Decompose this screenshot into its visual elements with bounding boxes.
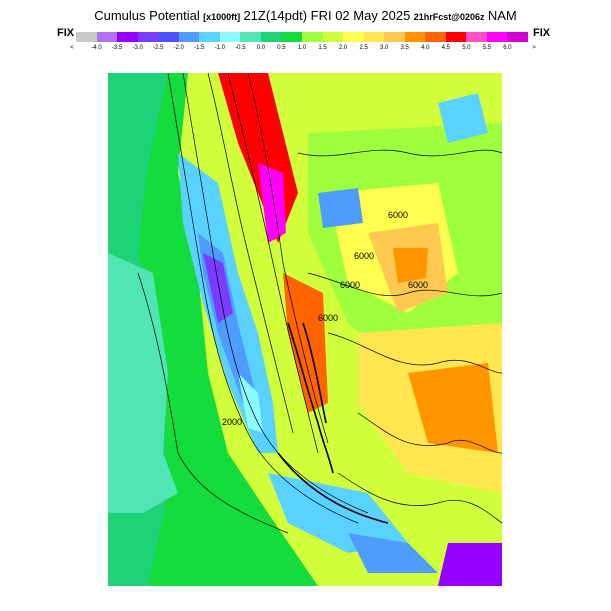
scale-swatch xyxy=(158,32,179,42)
contour-label: 6000 xyxy=(408,280,428,290)
contour-label: 6000 xyxy=(354,251,374,261)
northeast-cool-region xyxy=(318,188,363,228)
land-hot-region xyxy=(393,248,428,283)
scale-tick-label: -3.0 xyxy=(132,45,143,51)
scale-tick-label: 4.5 xyxy=(441,45,450,51)
scale-tick-label: 6.0 xyxy=(503,45,512,51)
contour-label: 6000 xyxy=(340,280,360,290)
scale-tick-label: -4.0 xyxy=(91,45,102,51)
contour-lines xyxy=(137,73,502,534)
chart-title: Cumulus Potential [x1000ft] 21Z(14pdt) F… xyxy=(0,8,611,23)
scale-swatch xyxy=(260,32,282,42)
scale-tick-label: 1.0 xyxy=(297,45,307,51)
scale-swatch xyxy=(466,32,487,42)
scale-tick-label: -3.5 xyxy=(111,45,123,51)
scale-swatch xyxy=(322,32,344,42)
scale-tick-label: -2.0 xyxy=(173,45,184,51)
southeast-cold-region xyxy=(438,543,502,586)
scale-swatch xyxy=(199,32,220,42)
scale-swatch xyxy=(137,32,159,42)
scale-tick-greater: > xyxy=(532,45,536,51)
land-desert-hot-region xyxy=(408,363,498,453)
scale-swatch xyxy=(96,32,118,42)
scale-tick-label: 0.5 xyxy=(277,45,286,51)
forecast-map: 6000 6000 6000 6000 6000 2000 xyxy=(108,73,502,586)
fix-label-right: FIX xyxy=(533,27,551,39)
title-model: NAM xyxy=(487,8,517,23)
south-coast-region xyxy=(268,473,408,553)
scale-tick-label: 5.5 xyxy=(482,45,492,51)
scale-tick-label: 4.0 xyxy=(421,45,430,51)
south-coast-cold-region xyxy=(348,533,438,573)
color-scale-ticks: < -4.0 -3.5 -3.0 -2.5 -2.0 -1.5 -1.0 -0.5 0.0 0.5 1… xyxy=(70,45,536,55)
scale-tick-label: 1.5 xyxy=(318,45,327,51)
scale-swatch xyxy=(404,32,426,42)
color-scale-legend xyxy=(76,32,529,42)
scale-tick-label: 2.0 xyxy=(338,45,348,51)
map-svg: 6000 6000 6000 6000 6000 2000 xyxy=(108,73,502,586)
title-main: Cumulus Potential xyxy=(94,8,200,23)
scale-tick-label: -0.5 xyxy=(235,45,246,51)
scale-swatch xyxy=(240,32,261,42)
scale-swatch xyxy=(281,32,303,42)
ridge-magenta-region xyxy=(258,163,286,243)
scale-tick-label: 2.5 xyxy=(359,45,368,51)
scale-tick-label: 0.0 xyxy=(256,45,266,51)
scale-swatch xyxy=(425,32,446,42)
bold-contour-lines xyxy=(277,322,389,524)
scale-swatch xyxy=(507,32,529,42)
title-forecast: 21hrFcst@0206z xyxy=(413,12,485,22)
scale-swatch xyxy=(117,32,138,42)
scale-swatch xyxy=(363,32,385,42)
scale-tick-label: -1.5 xyxy=(194,45,205,51)
fix-label-left: FIX xyxy=(57,27,75,39)
scale-tick-less: < xyxy=(70,45,74,51)
scale-tick-label: 5.0 xyxy=(462,45,471,51)
title-units: [x1000ft] xyxy=(203,12,241,22)
scale-tick-label: 3.5 xyxy=(400,45,409,51)
scale-swatch xyxy=(486,32,508,42)
scale-swatch xyxy=(445,32,467,42)
scale-swatch xyxy=(302,32,323,42)
contour-label: 6000 xyxy=(388,210,408,220)
scale-swatch xyxy=(76,32,97,42)
scale-tick-label: -1.0 xyxy=(214,45,225,51)
northeast-cyan-region xyxy=(438,93,488,143)
scale-swatch xyxy=(384,32,405,42)
scale-tick-label: -2.5 xyxy=(153,45,164,51)
scale-swatch xyxy=(178,32,200,42)
valley-coldest-region xyxy=(203,253,233,323)
valley-cyan-region xyxy=(238,373,263,433)
contour-label: 2000 xyxy=(222,417,242,427)
scale-tick-label: 3.0 xyxy=(380,45,389,51)
ocean-cool-region xyxy=(108,253,178,513)
scale-swatch xyxy=(219,32,241,42)
title-time: 21Z(14pdt) FRI 02 May 2025 xyxy=(243,8,411,23)
scale-swatch xyxy=(343,32,364,42)
contour-label-group: 6000 6000 6000 6000 6000 2000 xyxy=(222,210,428,427)
contour-label: 6000 xyxy=(318,313,338,323)
